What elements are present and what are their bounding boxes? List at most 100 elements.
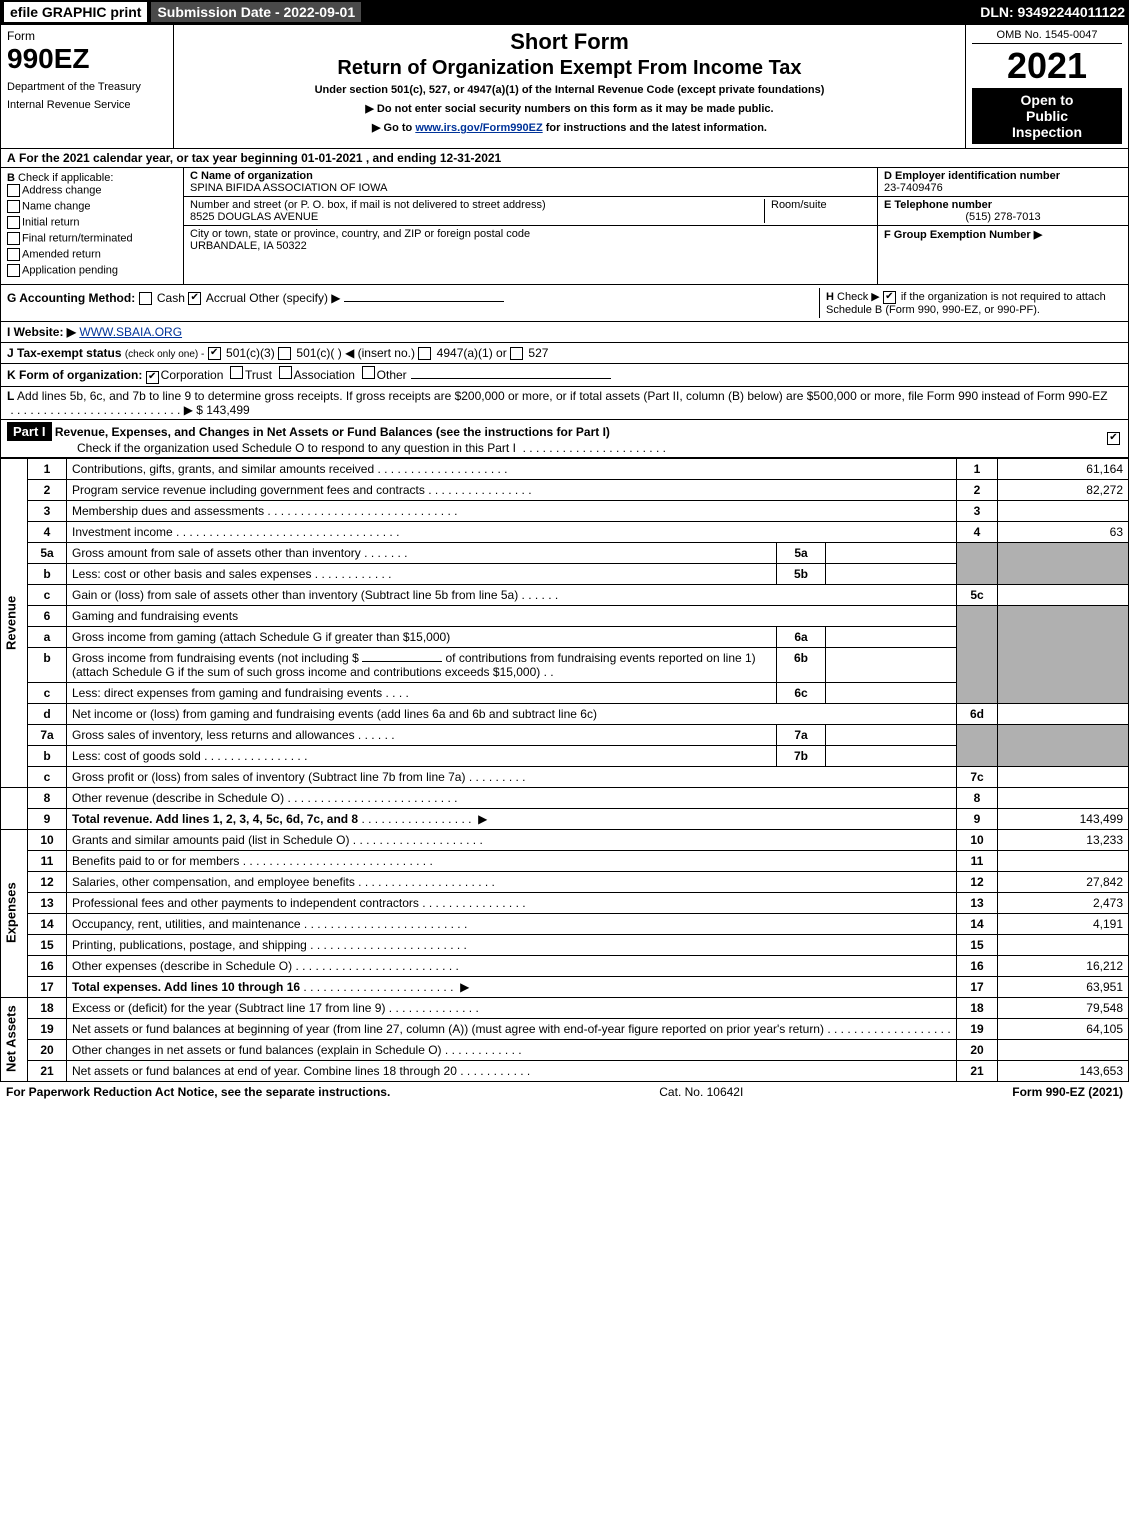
part1-schedule-o-checkbox[interactable] [1107, 432, 1120, 445]
527-checkbox[interactable] [510, 347, 523, 360]
l-label: L [7, 389, 14, 403]
line14-num: 14 [28, 913, 67, 934]
checkbox-icon[interactable] [7, 184, 20, 197]
checkbox-icon[interactable] [7, 200, 20, 213]
line12-num: 12 [28, 871, 67, 892]
line6d-col: 6d [957, 703, 998, 724]
page-footer: For Paperwork Reduction Act Notice, see … [0, 1082, 1129, 1102]
irs-link[interactable]: www.irs.gov/Form990EZ [415, 122, 542, 134]
checkbox-icon[interactable] [7, 216, 20, 229]
line16-col: 16 [957, 955, 998, 976]
section-a-label: A [7, 151, 16, 165]
other-org-input[interactable] [411, 378, 611, 379]
line13-col: 13 [957, 892, 998, 913]
room-label: Room/suite [771, 199, 871, 211]
527-label: 527 [528, 346, 548, 360]
line6c-sub: 6c [777, 682, 826, 703]
line2-col: 2 [957, 479, 998, 500]
line5a-sub: 5a [777, 542, 826, 563]
501c3-checkbox[interactable] [208, 347, 221, 360]
opt-amended-return[interactable]: Amended return [7, 248, 177, 261]
opt-name-change[interactable]: Name change [7, 200, 177, 213]
line5c-num: c [28, 584, 67, 605]
section-k: K Form of organization: Corporation Trus… [0, 364, 1129, 387]
line7b-desc: Less: cost of goods sold [72, 749, 201, 763]
checkbox-icon[interactable] [7, 264, 20, 277]
line7c-num: c [28, 766, 67, 787]
corp-label: Corporation [161, 368, 224, 382]
line6d-desc: Net income or (loss) from gaming and fun… [67, 703, 957, 724]
line6d-amt [998, 703, 1129, 724]
501c3-label: 501(c)(3) [226, 346, 275, 360]
line17-num: 17 [28, 976, 67, 997]
line14-amt: 4,191 [998, 913, 1129, 934]
section-l: L Add lines 5b, 6c, and 7b to line 9 to … [0, 387, 1129, 420]
part1-badge: Part I [7, 422, 52, 441]
line7a-subamt [826, 724, 957, 745]
line17-desc: Total expenses. Add lines 10 through 16 [72, 980, 300, 994]
line9-num: 9 [28, 808, 67, 829]
501c-checkbox[interactable] [278, 347, 291, 360]
corp-checkbox[interactable] [146, 371, 159, 384]
opt-application-pending[interactable]: Application pending [7, 264, 177, 277]
line6a-num: a [28, 626, 67, 647]
website-link[interactable]: WWW.SBAIA.ORG [79, 325, 182, 339]
other-input[interactable] [344, 301, 504, 302]
cash-label: Cash [157, 291, 185, 305]
efile-print-label[interactable]: efile GRAPHIC print [4, 2, 147, 22]
accrual-checkbox[interactable] [188, 292, 201, 305]
assoc-checkbox[interactable] [279, 366, 292, 379]
shade-5ab-amt [998, 542, 1129, 584]
expenses-side-label: Expenses [1, 829, 28, 997]
checkbox-icon[interactable] [7, 248, 20, 261]
opt-final-return[interactable]: Final return/terminated [7, 232, 177, 245]
line10-amt: 13,233 [998, 829, 1129, 850]
line15-amt [998, 934, 1129, 955]
instr2-post: for instructions and the latest informat… [543, 122, 767, 134]
line16-num: 16 [28, 955, 67, 976]
opt-address-change[interactable]: Address change [7, 184, 177, 197]
line1-amt: 61,164 [998, 458, 1129, 479]
line17-col: 17 [957, 976, 998, 997]
org-name-label: C Name of organization [190, 170, 871, 182]
accrual-label: Accrual [206, 291, 246, 305]
trust-checkbox[interactable] [230, 366, 243, 379]
501c-label: 501(c)( ) ◀ (insert no.) [296, 346, 415, 360]
line14-desc: Occupancy, rent, utilities, and maintena… [72, 917, 301, 931]
section-bcdef: B Check if applicable: Address change Na… [0, 168, 1129, 285]
other-org-checkbox[interactable] [362, 366, 375, 379]
section-b-checklabel: Check if applicable: [18, 172, 113, 184]
part1-header-row: Part I Revenue, Expenses, and Changes in… [0, 420, 1129, 458]
line11-amt [998, 850, 1129, 871]
header-left: Form 990EZ Department of the Treasury In… [1, 25, 174, 148]
ein-value: 23-7409476 [884, 182, 1122, 194]
line17-amt: 63,951 [998, 976, 1129, 997]
line16-desc: Other expenses (describe in Schedule O) [72, 959, 292, 973]
4947-checkbox[interactable] [418, 347, 431, 360]
netassets-side-label: Net Assets [1, 997, 28, 1081]
form-header: Form 990EZ Department of the Treasury In… [0, 24, 1129, 149]
line11-desc: Benefits paid to or for members [72, 854, 239, 868]
l-text: Add lines 5b, 6c, and 7b to line 9 to de… [17, 389, 1108, 403]
l-amount: 143,499 [206, 403, 249, 417]
dept-treasury: Department of the Treasury [7, 81, 167, 93]
line4-num: 4 [28, 521, 67, 542]
line13-desc: Professional fees and other payments to … [72, 896, 419, 910]
line21-desc: Net assets or fund balances at end of ye… [72, 1064, 457, 1078]
line8-col: 8 [957, 787, 998, 808]
form-number: 990EZ [7, 43, 167, 75]
open-to-public-box: Open to Public Inspection [972, 88, 1122, 144]
line3-desc: Membership dues and assessments [72, 504, 264, 518]
line19-desc: Net assets or fund balances at beginning… [72, 1022, 824, 1036]
part1-table: Revenue 1 Contributions, gifts, grants, … [0, 458, 1129, 1082]
h-checkbox[interactable] [883, 291, 896, 304]
cash-checkbox[interactable] [139, 292, 152, 305]
line3-col: 3 [957, 500, 998, 521]
checkbox-icon[interactable] [7, 232, 20, 245]
line2-amt: 82,272 [998, 479, 1129, 500]
line6a-desc: Gross income from gaming (attach Schedul… [67, 626, 777, 647]
opt-initial-return[interactable]: Initial return [7, 216, 177, 229]
line4-amt: 63 [998, 521, 1129, 542]
line10-num: 10 [28, 829, 67, 850]
line6b-input[interactable] [362, 661, 442, 662]
